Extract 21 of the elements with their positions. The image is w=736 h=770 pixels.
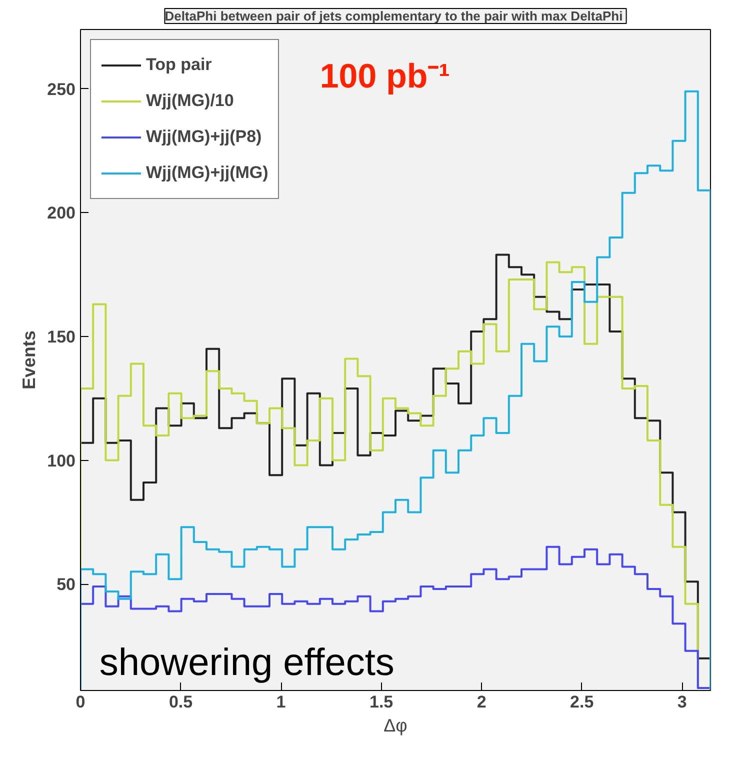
x-tick-label: 1.5 (369, 692, 394, 712)
legend-label: Top pair (146, 55, 212, 75)
y-tick-label: 150 (47, 327, 76, 346)
x-axis-title: Δφ (384, 716, 408, 736)
x-tick-label: 0 (76, 692, 86, 712)
legend-label: Wjj(MG)+jj(P8) (146, 127, 262, 147)
chart-title: DeltaPhi between pair of jets complementary to the pair with max DeltaPhi (164, 8, 623, 24)
legend-label: Wjj(MG)+jj(MG) (146, 163, 268, 183)
x-tick-label: 2 (476, 692, 486, 712)
y-tick-label: 100 (47, 451, 76, 470)
annotation: showering effects (99, 642, 394, 684)
legend-label: Wjj(MG)/10 (146, 91, 234, 111)
x-tick-label: 2.5 (570, 692, 594, 712)
y-tick-label: 50 (56, 575, 76, 594)
x-tick-label: 3 (677, 692, 687, 712)
y-tick-label: 200 (47, 204, 76, 223)
y-axis-title: Events (19, 330, 40, 390)
y-tick-label: 250 (47, 80, 76, 99)
x-tick-label: 1 (276, 692, 286, 712)
x-tick-label: 0.5 (168, 692, 193, 712)
annotation: 100 pb⁻¹ (320, 58, 450, 96)
